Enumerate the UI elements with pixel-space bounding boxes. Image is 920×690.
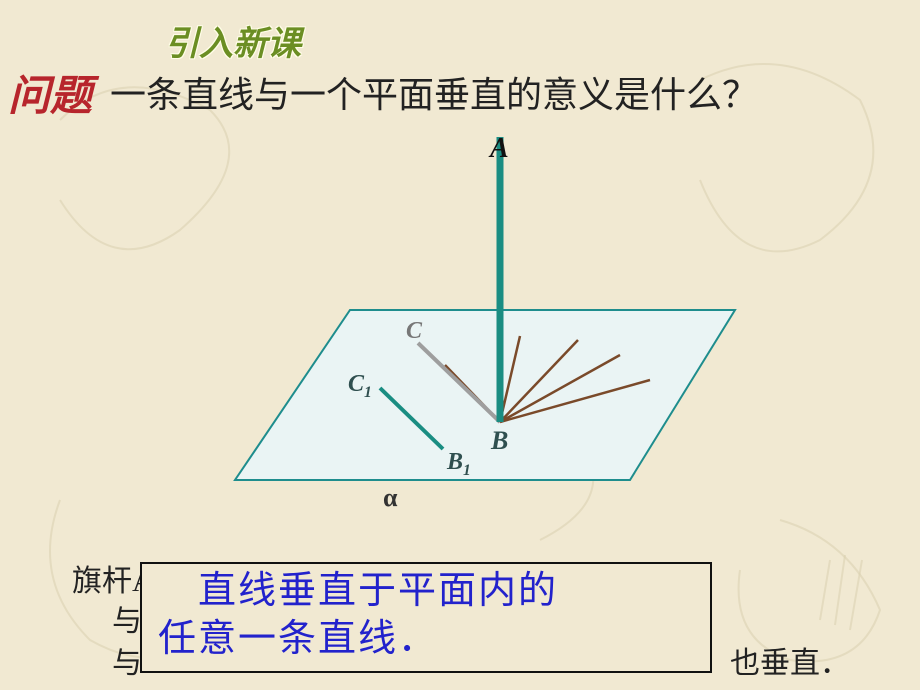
body-line3-suffix: 也垂直． — [730, 638, 850, 682]
lesson-header: 引入新课 — [165, 16, 301, 65]
body-line2: 与 — [112, 596, 142, 640]
body-line3-prefix: 与 — [112, 638, 142, 682]
perpendicular-diagram — [150, 130, 770, 530]
answer-line2: 任意一条直线． — [158, 616, 694, 664]
question-text: 一条直线与一个平面垂直的意义是什么？ — [110, 66, 758, 118]
question-label: 问题 — [8, 62, 92, 123]
answer-line1: 直线垂直于平面内的 — [158, 568, 694, 616]
answer-box: 直线垂直于平面内的 任意一条直线． — [140, 562, 712, 673]
